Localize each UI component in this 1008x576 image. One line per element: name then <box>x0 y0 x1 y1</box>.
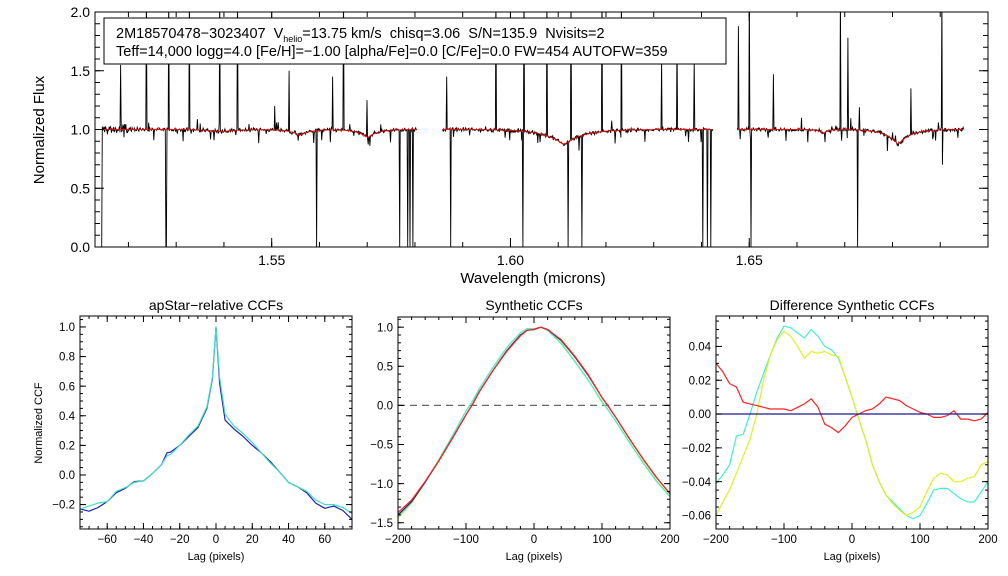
series-line-visit-1 <box>80 326 352 520</box>
info-line-1-values: =13.75 km/s chisq=3.06 S/N=135.9 Nvisits… <box>302 26 604 42</box>
synthetic-ccf-frame <box>397 316 671 530</box>
series-line-cyan <box>716 325 988 520</box>
y-tick-label: −1.5 <box>370 518 393 530</box>
y-tick-label: −0.06 <box>682 511 711 523</box>
x-tick-label: −40 <box>134 534 154 546</box>
synthetic-ccf-axes: −200 −100 0 100 200 −1.5 −1.0 −0.5 0.0 0.5 1.0 <box>370 317 680 546</box>
apstar-ccf-title: apStar−relative CCFs <box>149 297 283 313</box>
y-tick-label: 0.00 <box>689 409 711 421</box>
x-tick-label: 0 <box>849 534 855 546</box>
y-tick-label: 0.6 <box>59 381 75 393</box>
model-spectrum-chip-3 <box>737 129 964 145</box>
x-tick-label: −20 <box>170 534 190 546</box>
star-id: 2M18570478−3023407 <box>116 26 266 42</box>
x-tick-label: −200 <box>703 534 729 546</box>
y-tick-label: 1.0 <box>71 122 91 138</box>
x-tick-label: −60 <box>97 534 117 546</box>
y-tick-label: 0.5 <box>377 361 393 373</box>
difference-ccf-panel: −200 −100 0 100 200 −0.06 −0.04 −0.02 0.00 0.02 0.… <box>682 297 998 563</box>
info-line-2: Teff=14,000 logg=4.0 [Fe/H]=−1.00 [alpha… <box>116 44 668 60</box>
y-tick-label: 0.04 <box>689 342 712 354</box>
x-tick-label: 200 <box>978 534 997 546</box>
observed-spectrum-chip-3 <box>736 12 965 247</box>
y-tick-label: 0.2 <box>59 441 75 453</box>
info-line-1: 2M18570478−3023407 Vhelio=13.75 km/s chis… <box>116 26 605 44</box>
apstar-ccf-axes: −60 −40 −20 0 20 40 60 −0.2 0.0 0.2 0.4 0.6 0.8 1.0 <box>52 316 353 546</box>
synthetic-ccf-x-label: Lag (pixels) <box>506 551 563 563</box>
series-line-yellow <box>398 326 670 519</box>
y-tick-label: 1.5 <box>71 63 91 79</box>
y-tick-label: −0.02 <box>682 443 711 455</box>
y-tick-label: −0.2 <box>52 500 75 512</box>
x-tick-label: 200 <box>660 534 679 546</box>
y-tick-label: 2.0 <box>71 4 91 20</box>
model-spectrum-chip-2 <box>442 129 712 145</box>
vhelio-subscript: helio <box>283 34 302 44</box>
y-tick-label: 0.8 <box>59 352 75 364</box>
y-tick-label: 0.0 <box>377 401 393 413</box>
x-tick-label: 100 <box>592 534 611 546</box>
y-tick-label: 0.02 <box>689 375 711 387</box>
x-tick-label: 40 <box>282 534 295 546</box>
x-tick-label: −200 <box>385 534 411 546</box>
info-box-frame <box>103 17 727 65</box>
x-tick-label: 0 <box>531 534 537 546</box>
x-tick-label: 20 <box>246 534 259 546</box>
synthetic-ccf-data <box>398 326 670 519</box>
apstar-ccf-y-label: Normalized CCF <box>33 382 45 464</box>
y-tick-label: 1.0 <box>59 322 75 334</box>
spectrum-axes: 1.55 1.60 1.65 0.0 0.5 1.0 1.5 2.0 <box>71 4 989 268</box>
x-tick-label: 1.55 <box>258 252 285 268</box>
difference-ccf-frame <box>715 315 989 530</box>
model-spectrum-chip-1 <box>101 129 417 138</box>
y-tick-label: −0.04 <box>682 477 712 489</box>
difference-ccf-data <box>716 325 988 520</box>
y-tick-label: −1.0 <box>370 479 393 491</box>
difference-ccf-title: Difference Synthetic CCFs <box>770 297 935 313</box>
synthetic-ccf-panel: −200 −100 0 100 200 −1.5 −1.0 −0.5 0.0 0.5 1.0 Syn… <box>370 297 679 563</box>
series-line-yellow <box>716 330 988 517</box>
spectrum-x-axis-label: Wavelength (microns) <box>460 270 605 287</box>
spectrum-data <box>101 12 965 247</box>
series-line-cyan <box>398 326 670 517</box>
observed-spectrum-chip-1 <box>101 12 417 247</box>
x-tick-label: 1.65 <box>736 252 763 268</box>
spectrum-frame <box>94 11 989 248</box>
y-tick-label: 0.5 <box>71 180 91 196</box>
apstar-ccf-panel: −60 −40 −20 0 20 40 60 −0.2 0.0 0.2 0.4 0.6 0.8 1.0 a… <box>33 297 353 563</box>
series-line-blue <box>398 326 670 516</box>
apstar-ccf-frame <box>79 315 353 530</box>
x-tick-label: 0 <box>213 534 219 546</box>
y-tick-label: 0.0 <box>71 239 91 255</box>
series-line-red <box>398 326 670 514</box>
series-line-visit-2 <box>80 326 352 515</box>
apstar-ccf-data <box>80 326 352 520</box>
spectrum-panel: 1.55 1.60 1.65 0.0 0.5 1.0 1.5 2.0 Wavelength (… <box>31 4 989 287</box>
info-box: 2M18570478−3023407 Vhelio=13.75 km/s chis… <box>103 17 727 65</box>
synthetic-ccf-title: Synthetic CCFs <box>485 297 582 313</box>
difference-ccf-x-label: Lag (pixels) <box>824 551 881 563</box>
apstar-ccf-x-label: Lag (pixels) <box>188 551 245 563</box>
x-tick-label: 60 <box>318 534 331 546</box>
x-tick-label: 1.60 <box>497 252 524 268</box>
y-tick-label: 0.4 <box>59 411 76 423</box>
y-tick-label: −0.5 <box>370 440 393 452</box>
x-tick-label: −100 <box>453 534 479 546</box>
spectrum-y-axis-label: Normalized Flux <box>31 75 48 184</box>
y-tick-label: 1.0 <box>377 322 393 334</box>
vhelio-symbol: V <box>274 26 284 42</box>
x-tick-label: 100 <box>910 534 929 546</box>
x-tick-label: −100 <box>771 534 797 546</box>
series-line-red <box>716 362 988 434</box>
y-tick-label: 0.0 <box>59 470 75 482</box>
